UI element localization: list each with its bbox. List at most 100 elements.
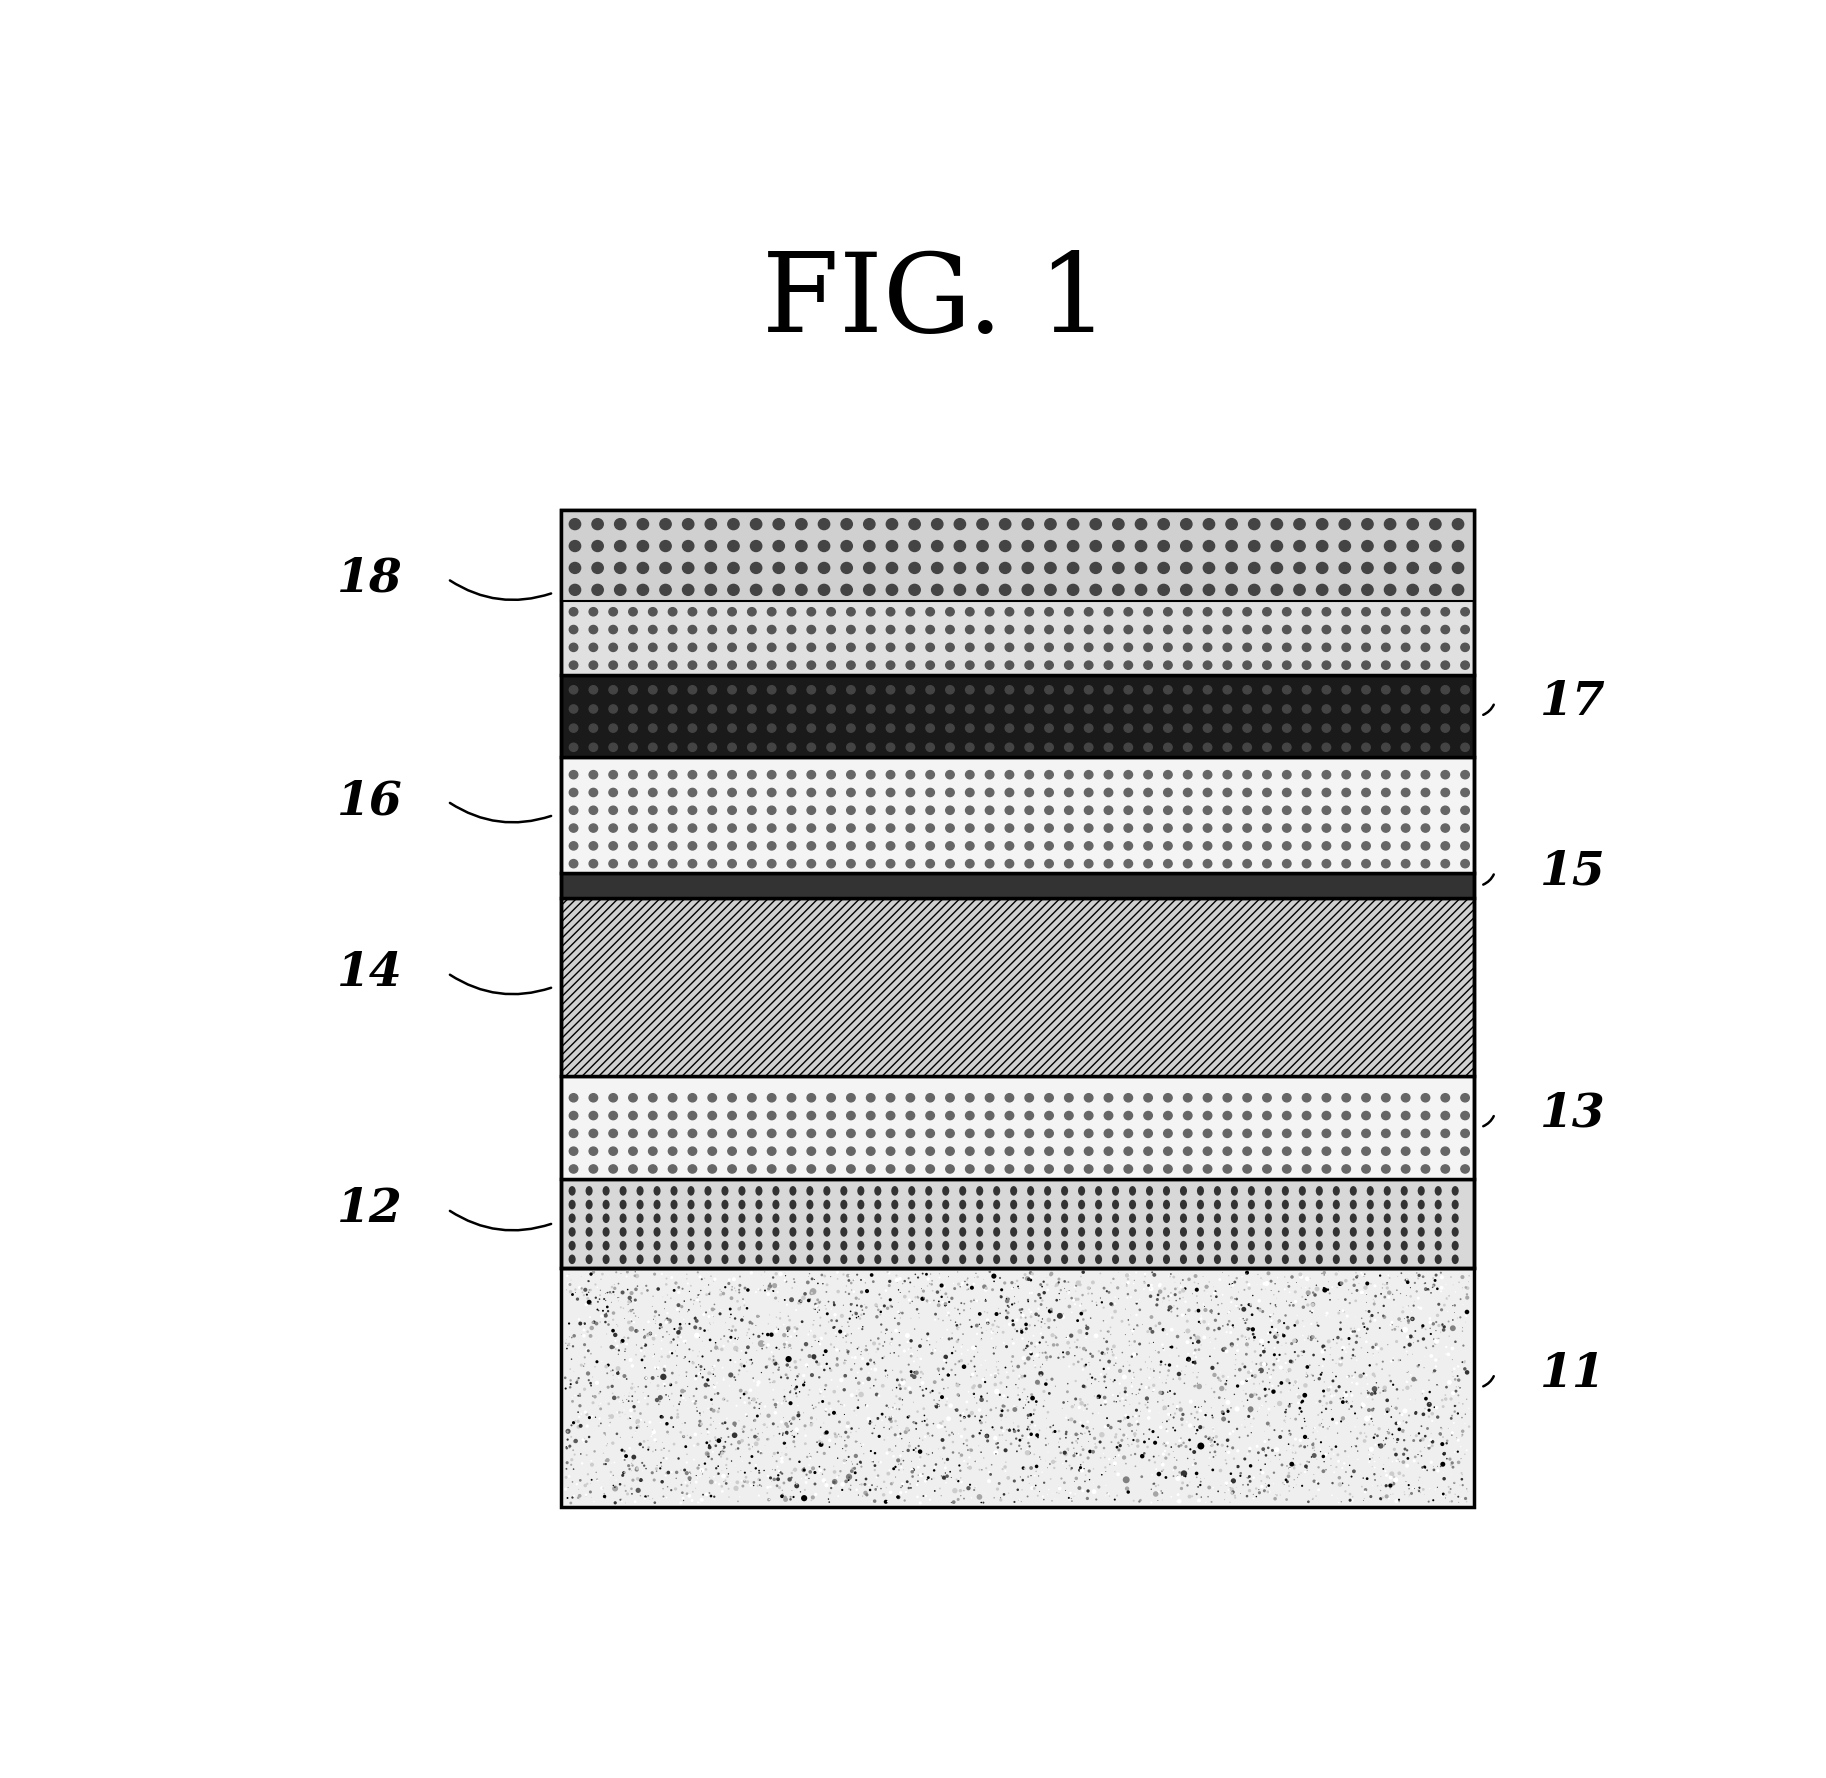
Point [1432, 1284, 1461, 1312]
Point [802, 1348, 831, 1376]
Point [1156, 1383, 1185, 1412]
Point [993, 1479, 1023, 1508]
Point [590, 1449, 619, 1478]
Point [1132, 1364, 1161, 1392]
Point [1404, 1474, 1433, 1502]
Point [1055, 1451, 1085, 1479]
Ellipse shape [1401, 1255, 1408, 1264]
Point [1439, 1314, 1468, 1342]
Point [979, 1317, 1008, 1346]
Point [1275, 1421, 1304, 1449]
Point [573, 1358, 603, 1387]
Point [1364, 1373, 1393, 1401]
Point [1426, 1317, 1455, 1346]
Point [1267, 1369, 1296, 1398]
Point [579, 1389, 608, 1417]
Point [758, 1442, 787, 1470]
Point [960, 1383, 990, 1412]
Point [1366, 1378, 1395, 1406]
Circle shape [1302, 1147, 1311, 1156]
Point [1099, 1387, 1128, 1415]
Point [650, 1369, 679, 1398]
Point [719, 1421, 749, 1449]
Point [984, 1294, 1013, 1323]
Ellipse shape [1231, 1227, 1238, 1237]
Ellipse shape [1214, 1200, 1222, 1209]
Point [1317, 1451, 1346, 1479]
Point [928, 1412, 957, 1440]
Point [1174, 1454, 1203, 1483]
Point [922, 1328, 951, 1357]
Point [1338, 1341, 1368, 1369]
Ellipse shape [687, 1213, 694, 1223]
Ellipse shape [1061, 1213, 1068, 1223]
Ellipse shape [1435, 1186, 1443, 1195]
Point [694, 1371, 723, 1399]
Point [1105, 1284, 1134, 1312]
Circle shape [1452, 519, 1464, 530]
Point [990, 1312, 1019, 1341]
Point [610, 1382, 639, 1410]
Point [1359, 1453, 1388, 1481]
Point [670, 1326, 699, 1355]
Circle shape [688, 704, 698, 713]
Circle shape [729, 805, 736, 814]
Text: 16: 16 [336, 779, 404, 825]
Point [1366, 1485, 1395, 1513]
Ellipse shape [654, 1255, 661, 1264]
Point [551, 1454, 581, 1483]
Circle shape [847, 644, 855, 651]
Circle shape [796, 541, 807, 551]
Point [593, 1278, 623, 1307]
Point [794, 1380, 824, 1408]
Point [599, 1278, 628, 1307]
Point [807, 1353, 836, 1382]
Point [745, 1301, 774, 1330]
Point [599, 1470, 628, 1499]
Point [623, 1414, 652, 1442]
Circle shape [1105, 1147, 1112, 1156]
Point [743, 1419, 772, 1447]
Point [740, 1406, 769, 1435]
Point [803, 1293, 833, 1321]
Point [1013, 1462, 1043, 1490]
Circle shape [1342, 1111, 1351, 1120]
Circle shape [767, 704, 776, 713]
Point [1373, 1398, 1402, 1426]
Point [1112, 1294, 1141, 1323]
Point [756, 1463, 785, 1492]
Point [761, 1259, 791, 1287]
Circle shape [807, 823, 816, 832]
Point [551, 1325, 581, 1353]
Point [1441, 1291, 1470, 1319]
Point [692, 1385, 721, 1414]
Circle shape [1382, 626, 1390, 633]
Point [630, 1485, 659, 1513]
Point [708, 1478, 738, 1506]
Circle shape [1004, 859, 1013, 868]
Point [776, 1353, 805, 1382]
Point [1366, 1476, 1395, 1504]
Point [1181, 1346, 1211, 1374]
Circle shape [847, 788, 855, 797]
Point [1061, 1408, 1090, 1437]
Circle shape [1244, 644, 1251, 651]
Point [1338, 1364, 1368, 1392]
Point [959, 1269, 988, 1298]
Point [694, 1442, 723, 1470]
Point [1189, 1344, 1218, 1373]
Point [933, 1316, 962, 1344]
Point [1068, 1373, 1097, 1401]
Point [1264, 1328, 1293, 1357]
Point [1187, 1467, 1216, 1495]
Point [679, 1285, 708, 1314]
Point [665, 1273, 694, 1301]
Point [754, 1485, 783, 1513]
Point [1249, 1332, 1278, 1360]
Point [723, 1323, 752, 1351]
Point [612, 1366, 641, 1394]
Point [734, 1325, 763, 1353]
Point [1181, 1262, 1211, 1291]
Circle shape [1004, 608, 1013, 615]
Point [557, 1330, 586, 1358]
